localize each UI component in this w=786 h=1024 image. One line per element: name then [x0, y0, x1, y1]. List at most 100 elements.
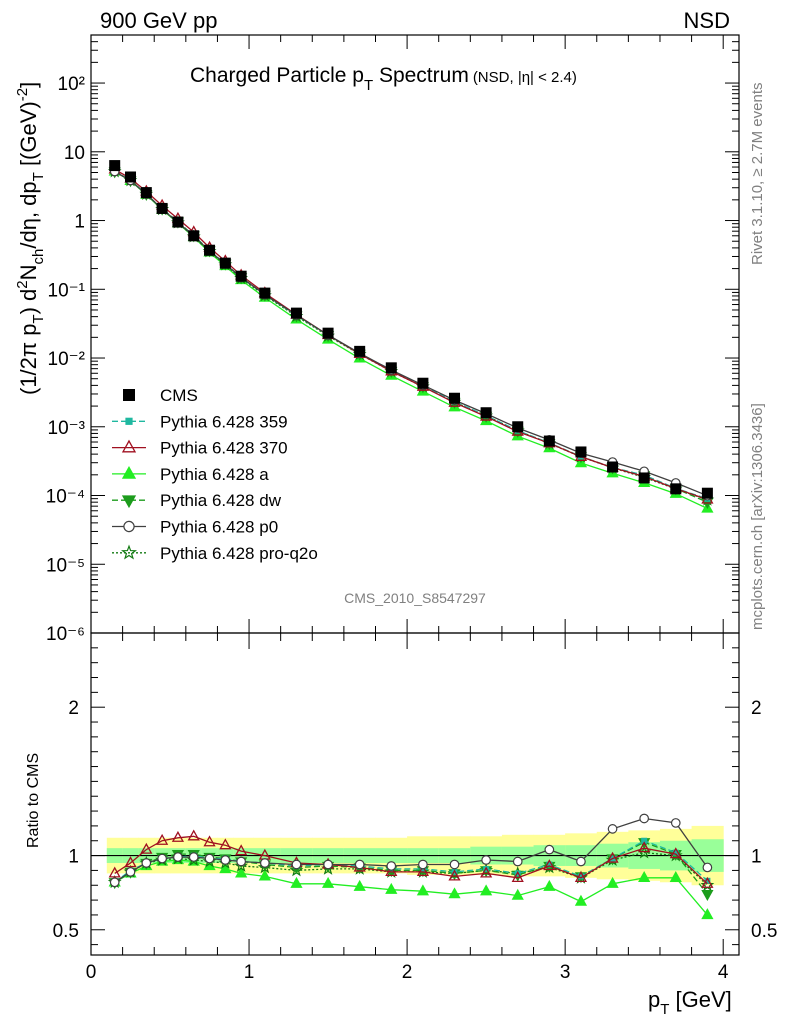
ratio-panel-frame	[90, 632, 740, 956]
ratio-point-pp0	[173, 852, 183, 862]
main-y-tick-label: 10⁻⁴	[46, 487, 85, 508]
legend-marker-pa	[121, 465, 137, 479]
ratio-point-p370	[606, 851, 619, 863]
x-tick-label: 2	[402, 962, 413, 983]
ratio-point-p370	[203, 835, 216, 847]
ratio-point-p370	[511, 871, 524, 882]
ratio-point-p370	[219, 838, 232, 850]
x-axis-label: pT [GeV]	[648, 987, 732, 1018]
main-point-cms	[354, 345, 366, 357]
main-point-cms	[449, 392, 461, 404]
main-point-cms	[219, 257, 231, 269]
ratio-point-p370	[448, 869, 461, 881]
main-line-pa	[114, 170, 708, 510]
legend-marker-cms	[123, 389, 135, 401]
ratio-point-pa	[574, 894, 588, 906]
ratio-point-p370	[108, 866, 121, 878]
ratio-y-tick-label-right: 2	[751, 698, 762, 719]
ratio-point-pa	[219, 862, 232, 874]
main-y-tick-label: 10⁻⁶	[46, 624, 85, 645]
ratio-point-pp0	[323, 859, 333, 870]
ratio-point-pa	[606, 876, 619, 888]
ratio-point-pp0	[702, 862, 713, 873]
ratio-y-tick-label-left: 2	[68, 698, 79, 719]
ratio-point-pa	[235, 866, 248, 878]
ratio-point-pa	[385, 882, 398, 894]
ratio-y-axis-label: Ratio to CMS	[25, 753, 42, 848]
legend-label-p359: Pythia 6.428 359	[160, 412, 288, 431]
main-point-cms	[259, 287, 271, 299]
legend-label-pq2o: Pythia 6.428 pro-q2o	[160, 544, 318, 563]
ratio-point-p359	[546, 861, 553, 868]
main-point-cms	[125, 171, 137, 183]
main-y-tick-label: 10²	[58, 74, 85, 95]
ratio-point-p370	[416, 865, 430, 877]
main-point-cms	[417, 377, 429, 389]
mcplots-label: mcplots.cern.ch [arXiv:1306.3436]	[749, 403, 766, 630]
legend-label-pdw: Pythia 6.428 dw	[160, 491, 282, 510]
ratio-point-pa	[543, 879, 556, 891]
ratio-point-p359	[672, 849, 679, 856]
ratio-series-layer	[107, 813, 715, 920]
ratio-point-pa	[701, 908, 714, 920]
main-y-tick-label: 10⁻³	[48, 418, 86, 439]
ratio-point-pa	[511, 888, 524, 900]
ratio-point-p359	[704, 877, 711, 884]
ratio-point-pa	[638, 871, 651, 882]
ratio-point-pp0	[639, 813, 650, 824]
ratio-point-pp0	[220, 855, 231, 865]
ratio-point-p370	[480, 866, 493, 878]
legend-label-pa: Pythia 6.428 a	[160, 465, 269, 484]
ratio-point-pa	[290, 876, 303, 888]
main-y-tick-label: 10	[64, 143, 85, 164]
main-point-cms	[512, 421, 524, 433]
ratio-point-pp0	[386, 861, 397, 871]
main-series-layer	[107, 160, 715, 513]
ratio-point-pp0	[607, 824, 618, 834]
x-tick-label: 4	[718, 962, 729, 983]
legend: CMS Pythia 6.428 359 Pythia 6.428 370 Pythi…	[112, 386, 318, 563]
ratio-point-pp0	[354, 859, 365, 870]
ratio-point-pp0	[109, 877, 120, 888]
main-y-tick-label: 10⁻¹	[48, 280, 86, 301]
main-y-tick-label: 1	[74, 212, 85, 233]
ratio-point-pa	[321, 876, 335, 888]
legend-marker-p370	[121, 439, 137, 453]
ratio-point-pp0	[544, 844, 555, 855]
ratio-point-p370	[638, 841, 651, 853]
ratio-point-pp0	[204, 853, 215, 864]
ratio-point-p359	[577, 873, 584, 880]
ratio-point-p370	[124, 856, 137, 868]
ratio-point-p370	[669, 847, 682, 859]
ratio-point-p370	[140, 842, 153, 854]
ratio-point-pp0	[236, 856, 246, 867]
ratio-y-tick-label-left: 1	[68, 847, 79, 868]
legend-label-p370: Pythia 6.428 370	[160, 439, 288, 458]
main-point-cms	[235, 270, 247, 282]
main-point-cms	[575, 446, 587, 458]
ratio-point-pp0	[260, 858, 270, 868]
ratio-point-p370	[701, 876, 714, 888]
main-point-cms	[670, 483, 682, 495]
main-point-cms	[156, 202, 168, 214]
main-point-cms	[204, 244, 216, 256]
main-point-cms	[140, 187, 152, 199]
ratio-point-pdw	[701, 890, 714, 901]
ratio-point-pp0	[418, 859, 428, 870]
ratio-point-p359	[641, 837, 648, 844]
ratio-axis-ticks: 0.5 0.5 1 1 2 2 0 1 2 3 4	[53, 633, 777, 983]
ratio-point-p370	[543, 859, 556, 871]
legend-marker-pq2o	[121, 544, 137, 560]
ratio-point-pp0	[125, 867, 136, 877]
ratio-point-p370	[385, 865, 398, 877]
main-point-cms	[290, 307, 302, 319]
ratio-point-pp0	[512, 856, 523, 867]
ratio-point-pa	[258, 869, 271, 881]
main-point-cms	[109, 160, 121, 172]
ratio-point-pa	[480, 884, 493, 896]
main-point-cms	[385, 362, 397, 374]
ratio-point-pa	[669, 871, 682, 882]
ratio-point-pp0	[188, 852, 199, 862]
main-point-cms	[188, 230, 200, 242]
